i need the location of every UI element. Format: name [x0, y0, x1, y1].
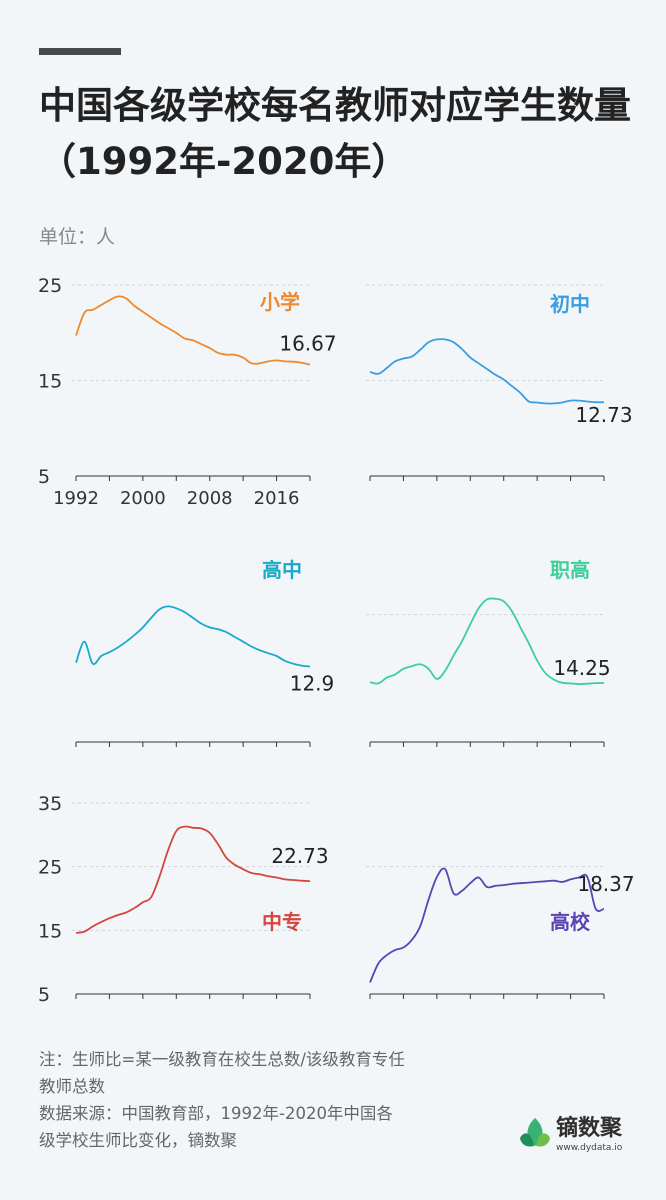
series-label: 职高	[550, 558, 590, 582]
y-tick-label: 15	[38, 371, 62, 393]
y-tick-label: 5	[38, 984, 50, 1006]
y-tick-label: 25	[38, 275, 62, 297]
brand-logo: 镝数聚 www.dydata.io	[518, 1110, 638, 1170]
series-line-中专	[75, 825, 311, 934]
series-label: 小学	[260, 290, 300, 314]
logo-name: 镝数聚	[556, 1116, 623, 1141]
series-line-初中	[369, 338, 605, 405]
y-tick-label: 15	[38, 920, 62, 942]
end-value-label: 12.9	[290, 672, 335, 696]
note-line: 教师总数	[39, 1077, 105, 1096]
title-accent-bar	[39, 48, 121, 55]
series-label: 初中	[550, 292, 590, 316]
end-value-label: 22.73	[271, 844, 328, 868]
series-line-高校	[369, 867, 605, 983]
note-line: 注：生师比=某一级教育在校生总数/该级教育专任	[39, 1050, 405, 1069]
note-line: 级学校生师比变化，镝数聚	[39, 1131, 237, 1150]
note-line: 数据来源：中国教育部，1992年-2020年中国各	[39, 1104, 393, 1123]
series-label: 高中	[262, 558, 302, 582]
series-line-高中	[75, 605, 311, 668]
x-tick-label: 2016	[254, 488, 300, 509]
end-value-label: 16.67	[279, 332, 336, 356]
end-value-label: 14.25	[553, 656, 610, 680]
x-tick-label: 2000	[120, 488, 166, 509]
logo-url: www.dydata.io	[556, 1143, 623, 1153]
series-line-职高	[369, 597, 605, 686]
end-value-label: 12.73	[575, 403, 632, 427]
x-tick-label: 1992	[53, 488, 99, 509]
page-title: 中国各级学校每名教师对应学生数量（1992年-2020年）	[39, 84, 631, 183]
unit-label: 单位：人	[39, 226, 116, 248]
series-label: 中专	[262, 910, 302, 934]
x-tick-label: 2008	[187, 488, 233, 509]
footnote: 注：生师比=某一级教育在校生总数/该级教育专任 教师总数 数据来源：中国教育部，…	[39, 1046, 479, 1154]
end-value-label: 18.37	[577, 872, 634, 896]
series-label: 高校	[550, 910, 591, 934]
y-tick-label: 35	[38, 793, 62, 815]
y-tick-label: 5	[38, 466, 50, 488]
series-line-小学	[75, 295, 311, 366]
leaf-icon	[520, 1118, 550, 1147]
y-tick-label: 25	[38, 857, 62, 879]
